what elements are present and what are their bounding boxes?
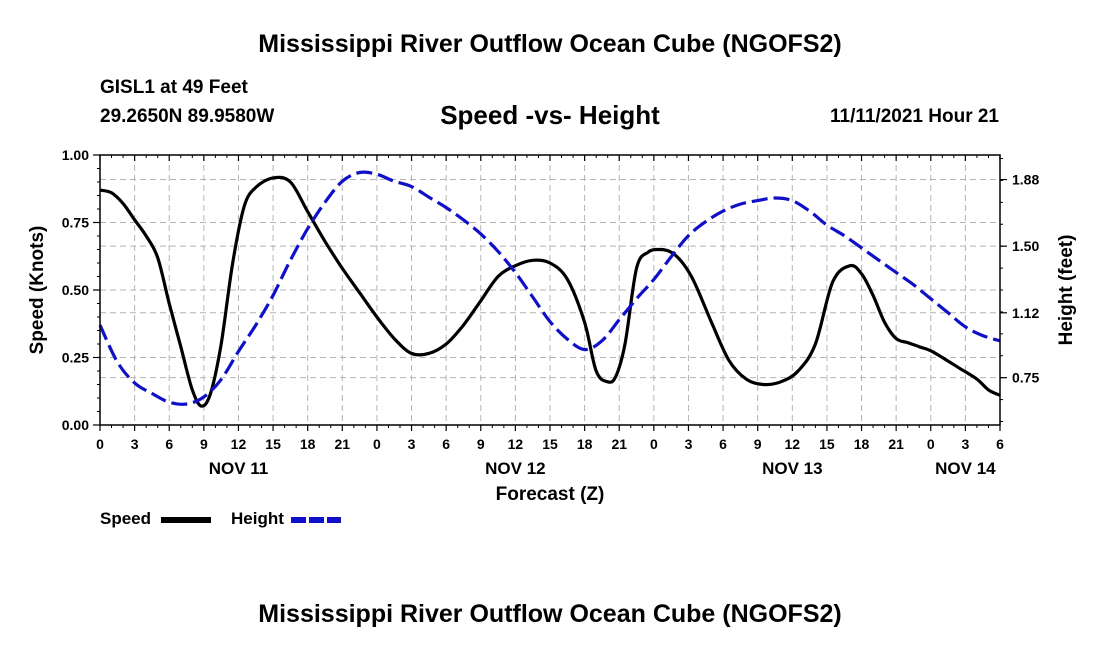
x-tick-label: 3 xyxy=(131,436,139,452)
y-tick-label: 1.00 xyxy=(62,147,89,163)
x-tick-label: 0 xyxy=(96,436,104,452)
y-tick-label: 0.50 xyxy=(62,282,89,298)
legend-height-label: Height xyxy=(231,509,284,528)
station-coordinates: 29.2650N 89.9580W xyxy=(100,106,275,127)
x-tick-label: 15 xyxy=(819,436,835,452)
x-tick-label: 3 xyxy=(685,436,693,452)
x-tick-label: 6 xyxy=(165,436,173,452)
x-tick-label: 3 xyxy=(961,436,969,452)
x-tick-label: 18 xyxy=(300,436,316,452)
chart-subtitle: Speed -vs- Height xyxy=(440,100,660,130)
x-tick-label: 0 xyxy=(927,436,935,452)
x-day-label: NOV 14 xyxy=(935,459,996,478)
height-series-line xyxy=(98,170,1001,406)
x-tick-label: 3 xyxy=(408,436,416,452)
x-tick-label: 9 xyxy=(477,436,485,452)
legend-height-swatch xyxy=(291,517,341,523)
x-tick-label: 21 xyxy=(335,436,351,452)
chart-title: Mississippi River Outflow Ocean Cube (NG… xyxy=(258,30,842,58)
y2-tick-label: 1.50 xyxy=(1012,238,1039,254)
x-tick-label: 9 xyxy=(200,436,208,452)
x-tick-label: 6 xyxy=(996,436,1004,452)
station-name: GISL1 at 49 Feet xyxy=(100,77,248,98)
legend-speed-swatch xyxy=(161,517,211,523)
y-tick-label: 0.75 xyxy=(62,215,89,231)
x-tick-label: 18 xyxy=(577,436,593,452)
x-day-label: NOV 11 xyxy=(209,459,269,478)
y2-tick-label: 1.12 xyxy=(1012,305,1039,321)
chart-title-repeat: Mississippi River Outflow Ocean Cube (NG… xyxy=(258,600,842,628)
x-tick-label: 9 xyxy=(754,436,762,452)
x-axis-label: Forecast (Z) xyxy=(496,484,605,505)
x-day-label: NOV 13 xyxy=(762,459,822,478)
y2-tick-label: 0.75 xyxy=(1012,370,1039,386)
y2-tick-label: 1.88 xyxy=(1012,172,1039,188)
x-day-label: NOV 12 xyxy=(485,459,545,478)
y-axis-label: Speed (Knots) xyxy=(27,226,48,355)
x-tick-label: 6 xyxy=(719,436,727,452)
x-tick-label: 12 xyxy=(785,436,801,452)
x-tick-label: 0 xyxy=(373,436,381,452)
y-tick-label: 0.00 xyxy=(62,417,89,433)
x-tick-label: 18 xyxy=(854,436,870,452)
x-tick-label: 21 xyxy=(888,436,904,452)
y-tick-label: 0.25 xyxy=(62,350,89,366)
x-tick-label: 15 xyxy=(542,436,558,452)
y2-axis-label: Height (feet) xyxy=(1056,235,1077,346)
x-tick-label: 12 xyxy=(508,436,524,452)
x-tick-label: 0 xyxy=(650,436,658,452)
speed-series-line xyxy=(99,175,1001,408)
x-tick-label: 6 xyxy=(442,436,450,452)
legend-speed-label: Speed xyxy=(100,509,152,528)
x-tick-label: 12 xyxy=(231,436,247,452)
x-tick-label: 21 xyxy=(611,436,627,452)
x-tick-label: 15 xyxy=(265,436,281,452)
issue-time: 11/11/2021 Hour 21 xyxy=(829,106,999,127)
